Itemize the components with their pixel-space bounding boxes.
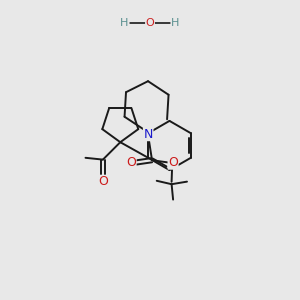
Text: O: O (126, 156, 136, 169)
Text: O: O (146, 17, 154, 28)
Text: O: O (168, 156, 178, 169)
Text: N: N (143, 128, 153, 141)
Text: H: H (171, 17, 180, 28)
Text: O: O (98, 175, 108, 188)
Text: H: H (120, 17, 129, 28)
